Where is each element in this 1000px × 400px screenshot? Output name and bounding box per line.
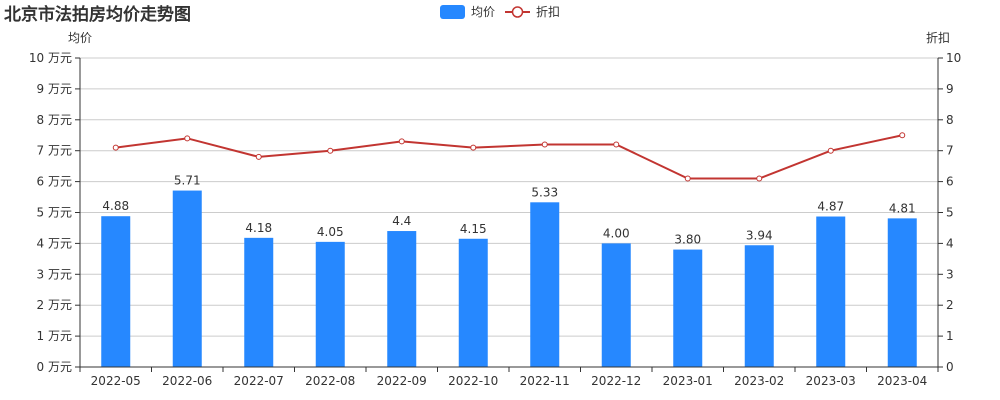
y-right-tick-label: 8 bbox=[946, 113, 954, 127]
bar-value-label: 4.88 bbox=[102, 199, 129, 213]
discount-point bbox=[684, 175, 691, 182]
legend-item-discount[interactable]: 折扣 bbox=[505, 3, 560, 20]
y-tick-label: 4 万元 bbox=[37, 236, 72, 250]
legend-label: 均价 bbox=[471, 5, 496, 19]
y-tick-label: 5 万元 bbox=[37, 206, 72, 220]
legend-label: 折扣 bbox=[536, 5, 561, 19]
y-tick-label: 1 万元 bbox=[37, 329, 72, 343]
legend: 均价 折扣 bbox=[440, 3, 570, 20]
x-tick-label: 2022-09 bbox=[377, 374, 427, 388]
discount-point bbox=[541, 141, 548, 148]
y-right-tick-label: 2 bbox=[946, 298, 954, 312]
discount-point bbox=[827, 147, 834, 154]
discount-point bbox=[255, 153, 262, 160]
bar-value-label: 4.81 bbox=[889, 201, 916, 215]
x-tick-label: 2022-12 bbox=[591, 374, 641, 388]
discount-point bbox=[327, 147, 334, 154]
y-right-tick-label: 3 bbox=[946, 267, 954, 281]
y-tick-label: 9 万元 bbox=[37, 82, 72, 96]
y-right-tick-label: 7 bbox=[946, 144, 954, 158]
y-axis-title: 均价 bbox=[68, 31, 92, 45]
line-swatch-icon bbox=[505, 5, 531, 18]
discount-line bbox=[115, 134, 903, 180]
bar bbox=[744, 245, 774, 367]
discount-point bbox=[613, 141, 620, 148]
bar-value-label: 4.87 bbox=[817, 200, 844, 214]
x-tick-label: 2022-11 bbox=[520, 374, 570, 388]
bar-value-label: 3.80 bbox=[674, 233, 701, 247]
y-tick-label: 7 万元 bbox=[37, 144, 72, 158]
discount-point bbox=[470, 144, 477, 151]
bar-value-label: 4.18 bbox=[245, 221, 272, 235]
y-right-tick-label: 9 bbox=[946, 82, 954, 96]
y-right-tick-label: 1 bbox=[946, 329, 954, 343]
bar bbox=[673, 249, 703, 367]
discount-point bbox=[184, 135, 191, 142]
bar-value-label: 4.00 bbox=[603, 226, 630, 240]
x-tick-label: 2022-10 bbox=[448, 374, 498, 388]
discount-point bbox=[398, 138, 405, 145]
discount-point bbox=[112, 144, 119, 151]
discount-point bbox=[756, 175, 763, 182]
bar bbox=[887, 218, 917, 367]
x-tick-label: 2022-05 bbox=[91, 374, 141, 388]
x-tick-label: 2023-03 bbox=[806, 374, 856, 388]
y-right-tick-label: 0 bbox=[946, 360, 954, 374]
x-tick-label: 2023-02 bbox=[734, 374, 784, 388]
bar bbox=[601, 243, 631, 367]
x-tick-label: 2023-01 bbox=[663, 374, 713, 388]
y-right-tick-label: 10 bbox=[946, 51, 961, 65]
bar bbox=[315, 241, 345, 367]
y-right-tick-label: 5 bbox=[946, 206, 954, 220]
bar-swatch-icon bbox=[440, 4, 465, 19]
y-tick-label: 8 万元 bbox=[37, 113, 72, 127]
x-tick-label: 2022-07 bbox=[234, 374, 284, 388]
discount-point bbox=[899, 132, 906, 139]
bar bbox=[101, 216, 131, 367]
y-tick-label: 3 万元 bbox=[37, 267, 72, 281]
x-tick-label: 2023-04 bbox=[877, 374, 927, 388]
y-tick-label: 0 万元 bbox=[37, 360, 72, 374]
bar bbox=[387, 231, 417, 367]
bar-value-label: 5.71 bbox=[174, 174, 201, 188]
bar-value-label: 3.94 bbox=[746, 228, 773, 242]
bar-value-label: 4.05 bbox=[317, 225, 344, 239]
bar-value-label: 4.15 bbox=[460, 222, 487, 236]
bar bbox=[458, 238, 488, 367]
bar bbox=[816, 216, 846, 367]
bar bbox=[530, 202, 560, 367]
y-tick-label: 6 万元 bbox=[37, 175, 72, 189]
y-right-tick-label: 6 bbox=[946, 175, 954, 189]
x-tick-label: 2022-06 bbox=[162, 374, 212, 388]
y-right-axis-title: 折扣 bbox=[926, 30, 950, 45]
y-tick-label: 2 万元 bbox=[37, 298, 72, 312]
y-right-tick-label: 4 bbox=[946, 236, 954, 250]
bar-value-label: 4.4 bbox=[392, 214, 411, 228]
y-tick-label: 10 万元 bbox=[29, 51, 72, 65]
bar-value-label: 5.33 bbox=[531, 185, 558, 199]
legend-item-avg-price[interactable]: 均价 bbox=[440, 3, 495, 20]
bar bbox=[172, 190, 202, 367]
bar bbox=[244, 237, 274, 367]
x-tick-label: 2022-08 bbox=[305, 374, 355, 388]
chart-title: 北京市法拍房均价走势图 bbox=[4, 5, 191, 25]
